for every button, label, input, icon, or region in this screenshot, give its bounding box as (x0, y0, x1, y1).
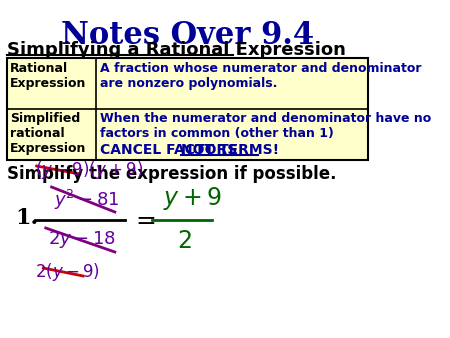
Text: $2(y-9)$: $2(y-9)$ (35, 261, 100, 283)
Text: $(y-9)(y+9)$: $(y-9)(y+9)$ (35, 159, 143, 181)
Text: Simplify the expression if possible.: Simplify the expression if possible. (7, 165, 336, 183)
Text: $y^2-81$: $y^2-81$ (54, 188, 120, 212)
Text: $=$: $=$ (131, 209, 157, 232)
Text: Rational
Expression: Rational Expression (10, 62, 86, 90)
Text: When the numerator and denominator have no
factors in common (other than 1): When the numerator and denominator have … (100, 112, 431, 140)
FancyBboxPatch shape (7, 58, 368, 160)
Text: A fraction whose numerator and denominator
are nonzero polynomials.: A fraction whose numerator and denominat… (100, 62, 421, 90)
Text: Simplifying a Rational Expression: Simplifying a Rational Expression (7, 41, 346, 59)
Text: Simplified
rational
Expression: Simplified rational Expression (10, 112, 86, 155)
Text: $2$: $2$ (177, 231, 192, 254)
Text: NOT TERMS!: NOT TERMS! (180, 143, 279, 157)
Text: Notes Over 9.4: Notes Over 9.4 (61, 20, 314, 51)
Text: $y+9$: $y+9$ (163, 185, 222, 212)
Text: CANCEL FACTORS: CANCEL FACTORS (100, 143, 242, 157)
Text: $2y-18$: $2y-18$ (48, 230, 116, 250)
Text: 1.: 1. (15, 207, 38, 229)
